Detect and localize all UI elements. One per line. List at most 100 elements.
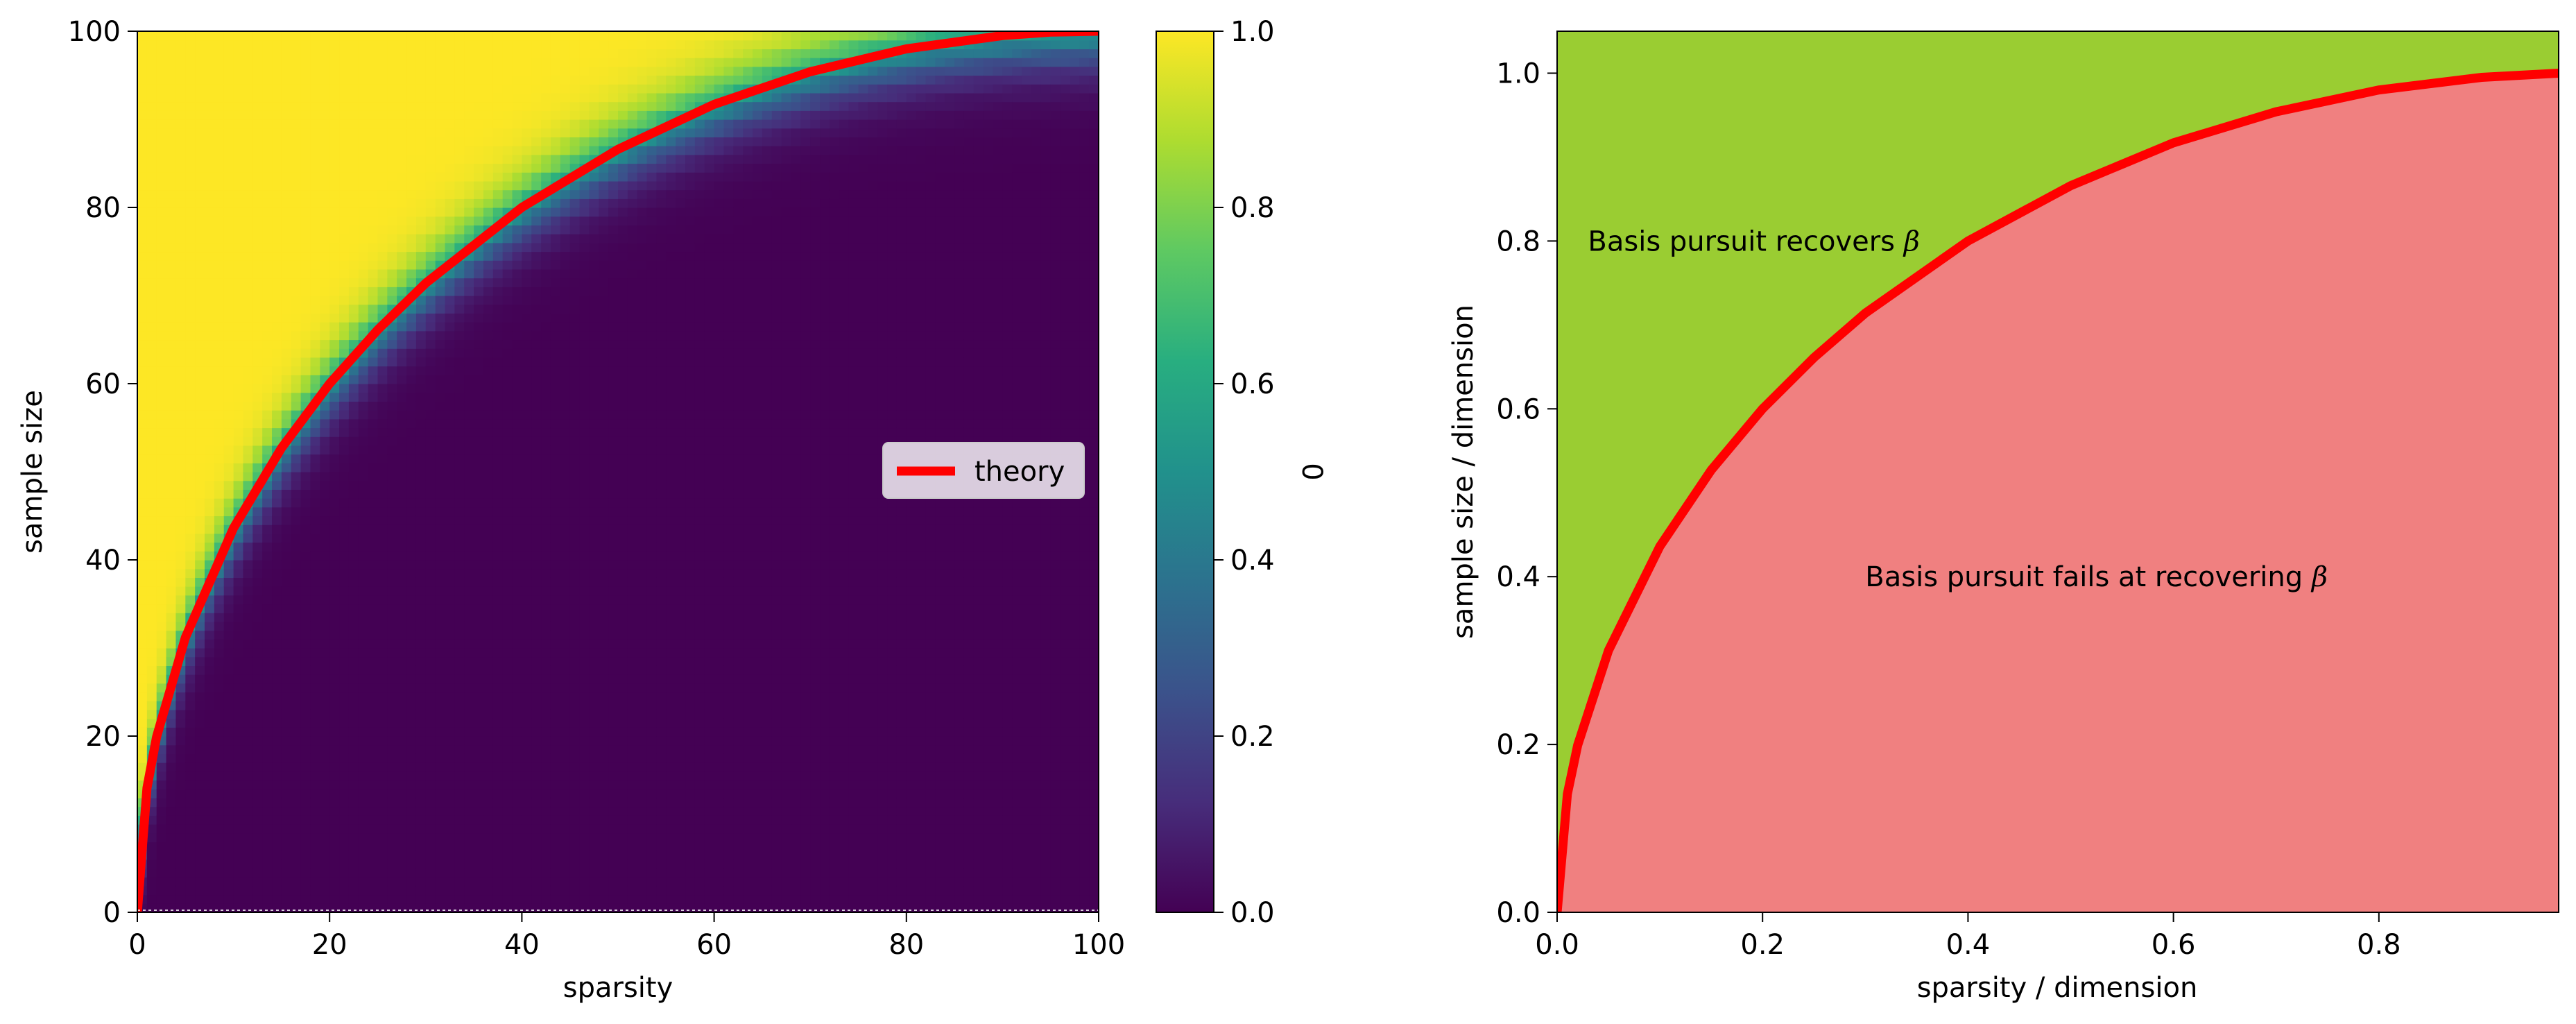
heatmap-cell	[205, 894, 215, 904]
heatmap-cell	[406, 463, 417, 472]
heatmap-cell	[377, 885, 388, 896]
heatmap-cell	[541, 560, 551, 570]
heatmap-cell	[310, 375, 320, 384]
heatmap-cell	[233, 110, 244, 120]
heatmap-cell	[522, 234, 532, 244]
heatmap-cell	[281, 868, 292, 878]
heatmap-cell	[425, 366, 436, 375]
heatmap-cell	[454, 268, 465, 279]
heatmap-cell	[156, 304, 167, 314]
heatmap-cell	[137, 216, 148, 225]
heatmap-cell	[492, 154, 504, 164]
heatmap-cell	[454, 436, 465, 446]
heatmap-cell	[464, 586, 474, 596]
heatmap-cell	[397, 49, 407, 58]
heatmap-cell	[272, 833, 282, 842]
heatmap-cell	[599, 833, 609, 842]
heatmap-cell	[339, 268, 350, 279]
heatmap-cell	[291, 31, 302, 41]
heatmap-cell	[166, 66, 177, 76]
heatmap-cell	[243, 287, 253, 296]
heatmap-cell	[205, 216, 215, 225]
heatmap-cell	[291, 366, 302, 375]
heatmap-cell	[223, 472, 234, 481]
heatmap-cell	[474, 894, 484, 904]
heatmap-cell	[358, 454, 369, 463]
heatmap-cell	[156, 436, 167, 446]
heatmap-cell	[599, 207, 609, 217]
heatmap-cell	[464, 806, 474, 816]
heatmap-cell	[185, 189, 196, 199]
heatmap-cell	[185, 225, 196, 234]
heatmap-cell	[281, 207, 292, 217]
heatmap-cell	[175, 137, 186, 146]
heatmap-cell	[502, 903, 513, 912]
heatmap-cell	[599, 278, 609, 287]
heatmap-cell	[454, 648, 465, 658]
heatmap-cell	[233, 824, 244, 834]
heatmap-cell	[358, 806, 369, 816]
heatmap-cell	[464, 868, 474, 878]
heatmap-cell	[445, 744, 455, 754]
heatmap-cell	[550, 296, 561, 305]
heatmap-cell	[454, 824, 465, 834]
heatmap-cell	[474, 375, 484, 384]
heatmap-cell	[320, 577, 330, 587]
heatmap-cell	[599, 384, 609, 393]
heatmap-cell	[560, 613, 571, 622]
heatmap-cell	[320, 418, 330, 429]
heatmap-cell	[435, 877, 446, 887]
heatmap-cell	[195, 727, 205, 737]
heatmap-cell	[205, 604, 215, 613]
heatmap-cell	[348, 216, 359, 225]
heatmap-cell	[272, 648, 282, 658]
heatmap-cell	[320, 66, 330, 76]
heatmap-cell	[454, 568, 465, 578]
heatmap-cell	[425, 727, 436, 737]
heatmap-cell	[166, 877, 177, 887]
heatmap-cell	[348, 604, 359, 613]
heatmap-cell	[300, 436, 311, 446]
heatmap-cell	[569, 101, 581, 111]
heatmap-cell	[368, 577, 379, 587]
heatmap-cell	[502, 613, 513, 622]
heatmap-cell	[579, 586, 590, 596]
heatmap-cell	[415, 101, 427, 111]
heatmap-cell	[512, 49, 522, 58]
heatmap-cell	[397, 604, 407, 613]
heatmap-cell	[205, 859, 215, 869]
heatmap-cell	[185, 551, 196, 561]
heatmap-cell	[291, 701, 302, 710]
heatmap-cell	[233, 771, 244, 781]
heatmap-cell	[348, 524, 359, 534]
heatmap-cell	[502, 101, 513, 111]
heatmap-cell	[502, 806, 513, 816]
heatmap-cell	[291, 815, 302, 825]
heatmap-cell	[492, 180, 504, 191]
heatmap-cell	[339, 586, 350, 596]
heatmap-cell	[185, 172, 196, 182]
heatmap-cell	[214, 268, 225, 279]
heatmap-cell	[512, 40, 522, 49]
heatmap-cell	[502, 304, 513, 314]
heatmap-cell	[137, 727, 148, 737]
heatmap-cell	[579, 216, 590, 225]
heatmap-cell	[397, 568, 407, 578]
heatmap-cell	[166, 172, 177, 182]
heatmap-cell	[146, 480, 157, 490]
heatmap-cell	[483, 163, 494, 173]
heatmap-cell	[146, 348, 157, 358]
heatmap-cell	[146, 189, 157, 199]
heatmap-cell	[502, 410, 513, 420]
heatmap-cell	[310, 789, 320, 799]
heatmap-cell	[512, 833, 522, 842]
heatmap-cell	[608, 577, 619, 587]
heatmap-cell	[156, 903, 167, 912]
heatmap-cell	[541, 463, 551, 472]
heatmap-cell	[175, 287, 186, 296]
heatmap-cell	[146, 339, 157, 349]
heatmap-cell	[281, 489, 292, 499]
heatmap-cell	[531, 137, 542, 146]
heatmap-cell	[223, 251, 234, 261]
heatmap-cell	[310, 234, 320, 244]
